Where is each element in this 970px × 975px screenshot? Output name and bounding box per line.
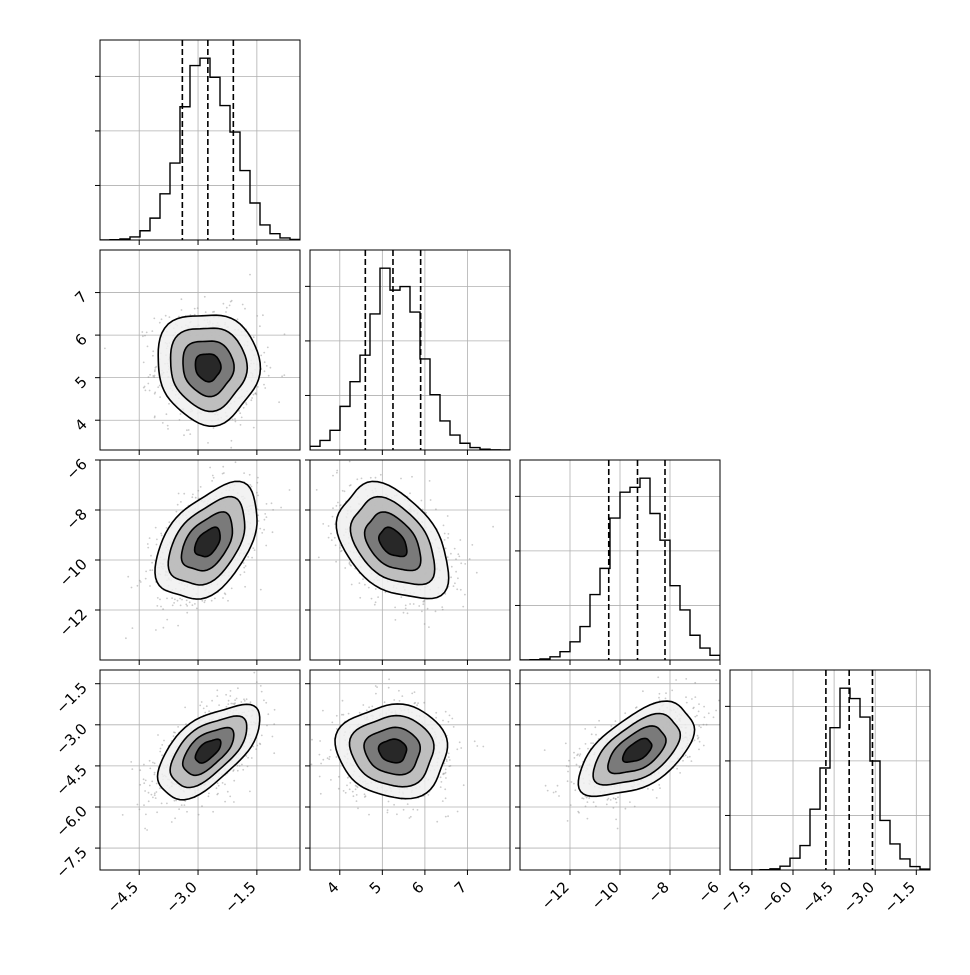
y-tick-label: −12 bbox=[56, 605, 91, 640]
x-tick-label: −3.0 bbox=[840, 878, 878, 916]
scatter-panel-3-2: −12−10−8−6 bbox=[515, 670, 724, 913]
histogram-step bbox=[730, 688, 930, 870]
y-tick-label: 4 bbox=[71, 415, 90, 434]
x-tick-label: −7.5 bbox=[716, 878, 754, 916]
y-tick-label: −3.0 bbox=[52, 720, 90, 758]
scatter-panel-1-0: 4 5 6 7 bbox=[71, 250, 300, 482]
y-tick-label: 5 bbox=[71, 373, 90, 392]
scatter-panel-3-0: −4.5−3.0−1.5−7.5−6.0−4.5−3.0−1.5 bbox=[52, 670, 300, 917]
x-tick-label: −10 bbox=[588, 878, 623, 913]
y-tick-label: −6.0 bbox=[52, 802, 90, 840]
y-tick-label: 7 bbox=[71, 288, 90, 307]
y-tick-label: −1.5 bbox=[52, 679, 90, 717]
y-tick-label: 6 bbox=[71, 330, 90, 349]
y-tick-label: −6 bbox=[62, 455, 90, 483]
x-tick-label: 6 bbox=[408, 878, 427, 897]
histogram-panel-2 bbox=[515, 460, 720, 665]
x-tick-label: 4 bbox=[323, 878, 342, 897]
x-tick-label: −1.5 bbox=[881, 878, 919, 916]
histogram-panel-1 bbox=[305, 250, 510, 455]
x-tick-label: −3.0 bbox=[162, 878, 200, 916]
x-tick-label: 7 bbox=[451, 878, 470, 897]
x-tick-label: −6.0 bbox=[757, 878, 795, 916]
panel-frame bbox=[730, 670, 930, 870]
y-tick-label: −7.5 bbox=[52, 843, 90, 881]
x-tick-label: 5 bbox=[366, 878, 385, 897]
scatter-panel-2-0: −12 −10 −8 −6 bbox=[56, 455, 300, 665]
y-tick-label: −4.5 bbox=[52, 761, 90, 799]
scatter-panel-3-1: 4 5 6 7 bbox=[292, 670, 510, 898]
x-tick-label: −1.5 bbox=[221, 878, 259, 916]
x-tick-label: −4.5 bbox=[798, 878, 836, 916]
x-tick-label: −4.5 bbox=[104, 878, 142, 916]
x-tick-label: −12 bbox=[538, 878, 573, 913]
histogram-step bbox=[100, 58, 300, 240]
panel-frame bbox=[100, 40, 300, 240]
histogram-panel-0 bbox=[95, 40, 300, 245]
scatter-panel-2-1 bbox=[303, 456, 510, 665]
x-tick-label: −8 bbox=[644, 878, 672, 906]
y-tick-label: −10 bbox=[56, 555, 91, 590]
histogram-panel-3: −7.5−6.0−4.5−3.0−1.5 bbox=[716, 670, 930, 917]
y-tick-label: −8 bbox=[62, 505, 90, 533]
